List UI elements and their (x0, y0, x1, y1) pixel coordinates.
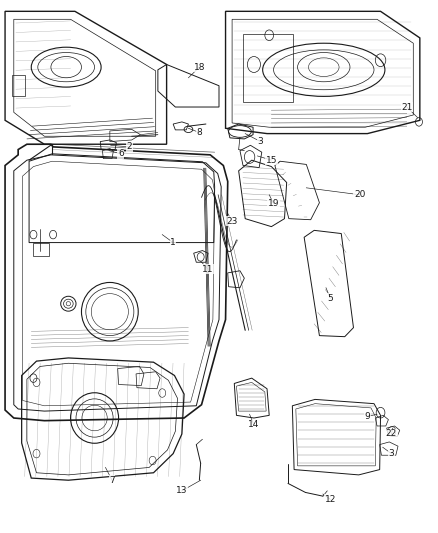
Text: 7: 7 (109, 476, 115, 484)
Text: 15: 15 (265, 156, 277, 165)
Text: 12: 12 (325, 495, 336, 504)
Text: 14: 14 (248, 421, 260, 430)
Text: 23: 23 (226, 217, 238, 226)
Text: 3: 3 (258, 137, 263, 146)
Text: 18: 18 (194, 63, 205, 71)
Text: 20: 20 (354, 190, 365, 199)
Text: 9: 9 (364, 412, 370, 421)
Text: 1: 1 (170, 238, 176, 247)
Text: 21: 21 (401, 102, 413, 111)
Text: 8: 8 (197, 128, 202, 137)
Text: 11: 11 (202, 265, 214, 273)
Text: 22: 22 (386, 430, 397, 439)
Text: 13: 13 (176, 486, 187, 495)
Text: 5: 5 (328, 294, 333, 303)
Text: 2: 2 (127, 142, 132, 151)
Text: 6: 6 (118, 149, 124, 158)
Text: 19: 19 (268, 199, 279, 208)
Text: 3: 3 (389, 449, 394, 458)
